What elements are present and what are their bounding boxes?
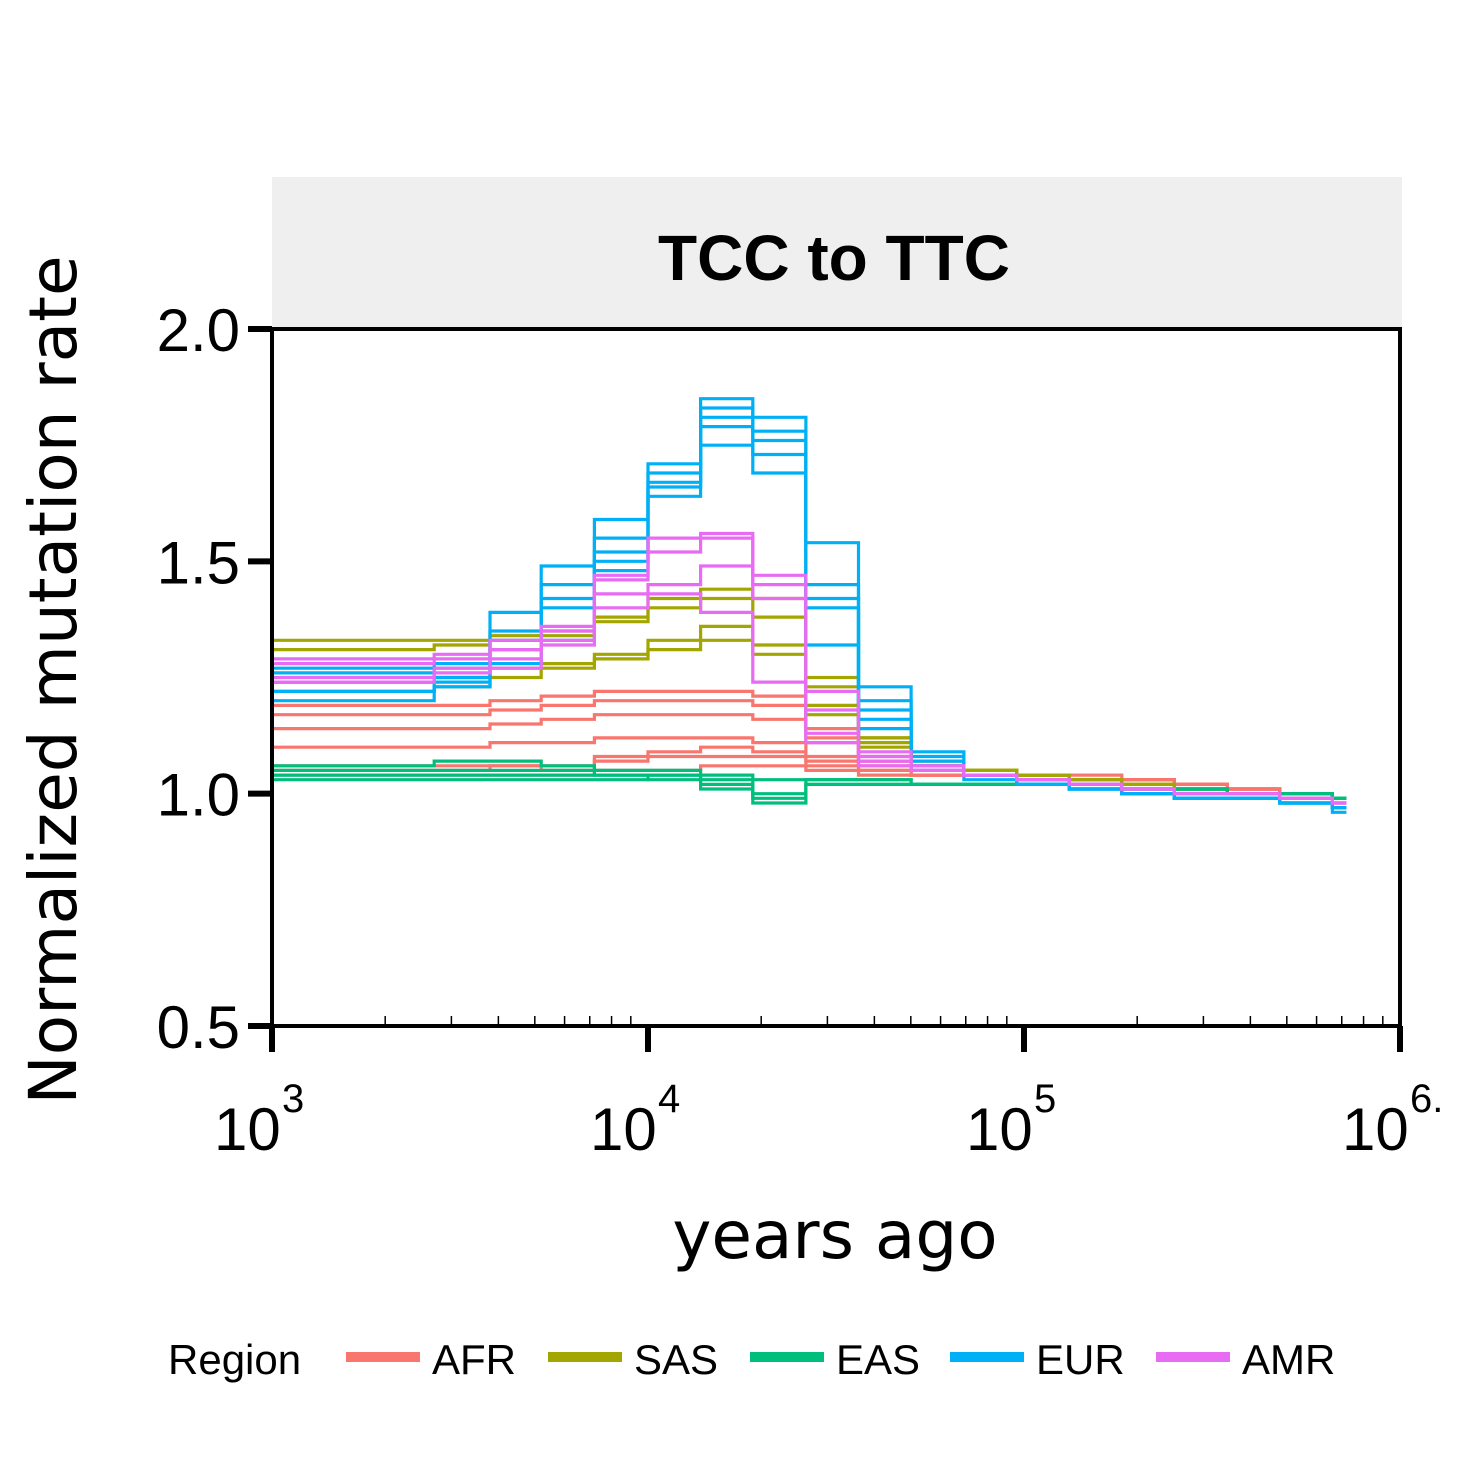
legend: Region AFR SAS EAS EUR AMR	[168, 1336, 1335, 1383]
x-tick-base: 10	[966, 1096, 1033, 1163]
x-tick-label: 10 5	[966, 1077, 1056, 1163]
y-tick-label: 1.0	[157, 762, 240, 829]
legend-label-amr: AMR	[1242, 1336, 1335, 1383]
legend-label-afr: AFR	[432, 1336, 516, 1383]
facet-strip	[272, 177, 1402, 329]
x-tick-base: 10	[1342, 1096, 1409, 1163]
legend-title: Region	[168, 1336, 301, 1383]
series-line-eas-14	[272, 773, 1347, 800]
legend-key-eas	[750, 1352, 824, 1362]
x-tick-label: 10 6.	[1342, 1077, 1443, 1163]
y-axis-title: Normalized mutation rate	[15, 255, 92, 1104]
panel-border	[270, 327, 1402, 1028]
x-tick-label: 10 4	[590, 1077, 680, 1163]
chart-title: TCC to TTC	[658, 222, 1010, 294]
x-tick-label: 10 3	[214, 1077, 304, 1163]
y-tick-label: 0.5	[157, 994, 240, 1061]
x-tick-base: 10	[590, 1096, 657, 1163]
y-tick-label: 2.0	[157, 297, 240, 364]
x-tick-exponent: 3	[282, 1077, 304, 1121]
x-tick-exponent: 6.	[1410, 1077, 1443, 1121]
legend-key-amr	[1156, 1352, 1230, 1362]
x-axis: 10 3 10 4 10 5 10 6.	[214, 1016, 1443, 1163]
x-tick-exponent: 4	[658, 1077, 680, 1121]
series-layer	[272, 397, 1347, 814]
y-tick-label: 1.5	[157, 529, 240, 596]
legend-key-sas	[548, 1352, 622, 1362]
x-tick-base: 10	[214, 1096, 281, 1163]
legend-key-eur	[950, 1352, 1024, 1362]
y-axis: 0.5 1.0 1.5 2.0	[157, 297, 272, 1061]
legend-label-sas: SAS	[634, 1336, 718, 1383]
legend-label-eas: EAS	[836, 1336, 920, 1383]
legend-label-eur: EUR	[1036, 1336, 1125, 1383]
x-tick-exponent: 5	[1034, 1077, 1056, 1121]
x-axis-title: years ago	[672, 1197, 997, 1274]
series-line-amr-23	[272, 592, 1347, 805]
legend-key-afr	[346, 1352, 420, 1362]
